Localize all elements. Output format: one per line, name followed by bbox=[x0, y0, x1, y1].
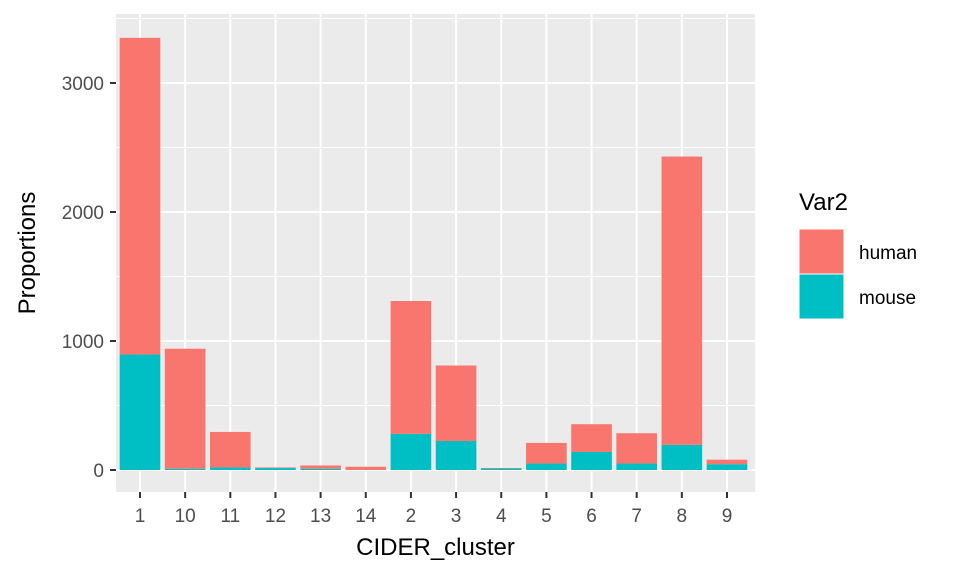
bar-mouse-6 bbox=[571, 451, 612, 470]
legend-title: Var2 bbox=[799, 189, 848, 216]
y-tick-label: 0 bbox=[93, 461, 104, 482]
legend-label-mouse: mouse bbox=[859, 288, 916, 309]
bar-human-7 bbox=[616, 433, 658, 464]
bar-human-1 bbox=[119, 37, 161, 355]
x-tick-label: 8 bbox=[677, 506, 688, 527]
bar-human-14 bbox=[345, 466, 387, 470]
bar-human-11 bbox=[209, 431, 251, 468]
bar-mouse-11 bbox=[209, 467, 251, 470]
bar-mouse-12 bbox=[255, 468, 296, 470]
y-axis-title: Proportions bbox=[14, 192, 41, 315]
y-axis: 0 1000 2000 3000 bbox=[62, 74, 116, 482]
x-tick-label: 12 bbox=[265, 506, 286, 527]
bar-human-9 bbox=[706, 459, 748, 465]
bar-mouse-8 bbox=[661, 444, 703, 470]
major-gridlines bbox=[116, 14, 755, 492]
x-tick-label: 1 bbox=[135, 506, 146, 527]
y-tick-label: 1000 bbox=[62, 332, 104, 353]
x-axis: 1 10 11 12 13 14 2 3 4 5 6 7 8 9 bbox=[135, 492, 733, 527]
x-tick-label: 6 bbox=[586, 506, 597, 527]
x-tick-label: 10 bbox=[175, 506, 196, 527]
x-tick-label: 4 bbox=[496, 506, 507, 527]
bar-human-4 bbox=[480, 468, 522, 469]
bar-human-6 bbox=[571, 424, 612, 452]
bar-mouse-10 bbox=[164, 468, 206, 470]
plot-panel bbox=[116, 14, 755, 492]
bar-mouse-1 bbox=[119, 354, 161, 470]
bar-human-3 bbox=[435, 365, 477, 441]
bar-human-5 bbox=[526, 442, 567, 464]
x-tick-label: 3 bbox=[451, 506, 462, 527]
legend-label-human: human bbox=[859, 243, 917, 264]
x-axis-title: CIDER_cluster bbox=[356, 534, 515, 561]
bar-mouse-9 bbox=[706, 464, 748, 470]
y-tick-label: 2000 bbox=[62, 203, 104, 224]
x-tick-label: 14 bbox=[355, 506, 377, 527]
bar-mouse-5 bbox=[526, 463, 567, 470]
x-tick-label: 13 bbox=[310, 506, 331, 527]
minor-gridlines bbox=[116, 18, 755, 406]
x-tick-label: 2 bbox=[406, 506, 417, 527]
x-tick-label: 9 bbox=[722, 506, 733, 527]
bar-mouse-7 bbox=[616, 463, 658, 470]
x-tick-label: 5 bbox=[541, 506, 552, 527]
bar-human-12 bbox=[255, 467, 296, 469]
bar-human-8 bbox=[661, 156, 703, 445]
bar-human-10 bbox=[164, 348, 206, 469]
bar-human-2 bbox=[390, 301, 432, 434]
legend-key-mouse bbox=[798, 273, 845, 320]
bar-mouse-3 bbox=[435, 440, 477, 470]
legend: Var2 human mouse bbox=[798, 189, 917, 320]
bar-mouse-4 bbox=[480, 468, 522, 470]
x-tick-label: 11 bbox=[220, 506, 240, 527]
bar-human-13 bbox=[300, 465, 341, 469]
bars bbox=[119, 37, 748, 470]
y-tick-label: 3000 bbox=[62, 74, 104, 95]
legend-key-human bbox=[798, 228, 845, 275]
bar-mouse-2 bbox=[390, 433, 432, 470]
x-tick-label: 7 bbox=[631, 506, 642, 527]
bar-mouse-13 bbox=[300, 468, 341, 470]
